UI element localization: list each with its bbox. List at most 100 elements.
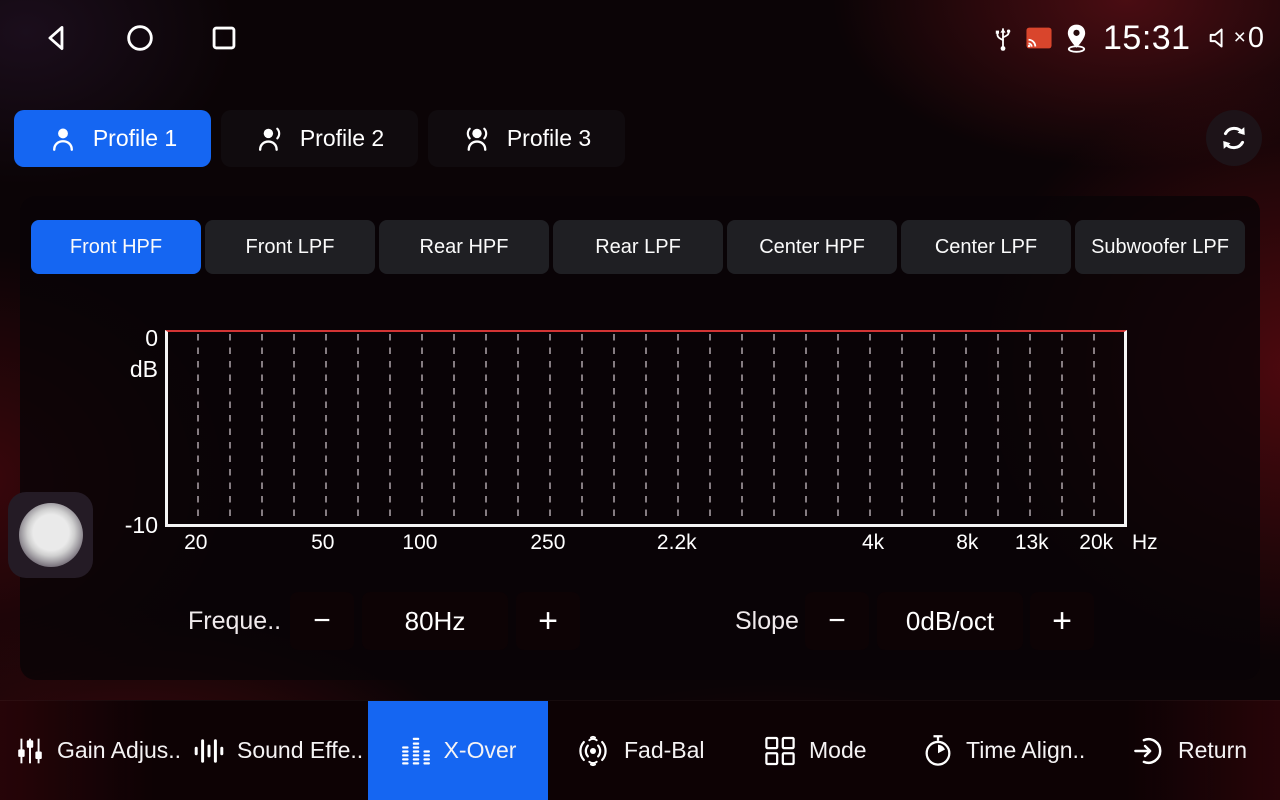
stopwatch-icon: [922, 734, 954, 768]
filter-tab-subwoofer-lpf[interactable]: Subwoofer LPF: [1075, 220, 1245, 274]
equalizer-icon: [400, 735, 432, 767]
profile-tab-1[interactable]: Profile 1: [14, 110, 211, 167]
nav-item-label: Mode: [809, 737, 867, 763]
filter-tab-center-hpf[interactable]: Center HPF: [727, 220, 897, 274]
gridline: [965, 334, 967, 521]
gridline: [901, 334, 903, 521]
nav-item-label: Fad-Bal: [624, 737, 705, 763]
location-icon: [1063, 23, 1090, 53]
gridline: [837, 334, 839, 521]
nav-item-gain-adjus[interactable]: Gain Adjus..: [15, 701, 181, 800]
clock: 15:31: [1103, 18, 1191, 57]
gridline: [517, 334, 519, 521]
filter-tab-front-lpf[interactable]: Front LPF: [205, 220, 375, 274]
gridline: [1061, 334, 1063, 521]
chart-plot: [165, 330, 1127, 527]
nav-item-label: X-Over: [443, 737, 517, 763]
gridline: [293, 334, 295, 521]
gridline: [613, 334, 615, 521]
profile-tab-3[interactable]: Profile 3: [428, 110, 625, 167]
cast-icon: [1024, 26, 1054, 50]
gain-sliders-icon: [15, 736, 45, 766]
gridline: [677, 334, 679, 521]
filter-tab-center-lpf[interactable]: Center LPF: [901, 220, 1071, 274]
gridline: [325, 334, 327, 521]
gridline: [1029, 334, 1031, 521]
y-axis-unit-label: dB: [129, 356, 158, 382]
refresh-button[interactable]: [1206, 110, 1262, 166]
nav-item-return[interactable]: Return: [1132, 701, 1247, 800]
gridline: [549, 334, 551, 521]
knob-frame: [8, 492, 93, 578]
profile-tab-2[interactable]: Profile 2: [221, 110, 418, 167]
refresh-icon: [1219, 123, 1249, 153]
volume-level: 0: [1247, 21, 1264, 54]
person-wave-icon: [255, 124, 285, 154]
sound-effect-icon: [193, 736, 225, 766]
gridline: [933, 334, 935, 521]
gridline: [421, 334, 423, 521]
profile-row: Profile 1 Profile 2 Profile 3: [14, 110, 625, 167]
gridline: [741, 334, 743, 521]
y-axis-max-label: 0: [145, 325, 158, 351]
gridline: [645, 334, 647, 521]
gridline: [197, 334, 199, 521]
gridline: [229, 334, 231, 521]
frequency-label: Freque..: [188, 607, 282, 635]
back-icon[interactable]: [40, 21, 74, 55]
nav-item-sound-effe[interactable]: Sound Effe..: [193, 701, 363, 800]
gridline: [805, 334, 807, 521]
gridline: [869, 334, 871, 521]
profile-tab-label: Profile 2: [299, 125, 385, 151]
volume-mute-mark: ×: [1233, 26, 1246, 49]
bottom-nav: Gain Adjus.. Sound Effe.. X-Over Fad-Bal Mod…: [0, 700, 1280, 800]
status-bar: 15:31 × 0: [0, 0, 1280, 76]
x-tick-label: 20: [184, 531, 208, 554]
nav-item-label: Return: [1178, 737, 1248, 763]
usb-icon: [991, 23, 1015, 53]
frequency-increase-button[interactable]: +: [516, 592, 580, 650]
y-axis-min-label: -10: [124, 512, 158, 538]
person-waves-icon: [462, 124, 492, 154]
slope-increase-button[interactable]: +: [1030, 592, 1094, 650]
x-tick-label: 4k: [861, 531, 885, 554]
gridline: [453, 334, 455, 521]
home-icon[interactable]: [123, 21, 157, 55]
nav-item-mode[interactable]: Mode: [763, 701, 867, 800]
nav-item-label: Gain Adjus..: [57, 737, 182, 763]
frequency-value: 80Hz: [362, 592, 508, 650]
x-tick-label: 250: [530, 531, 566, 554]
gridline: [357, 334, 359, 521]
x-tick-label: 20k: [1079, 531, 1114, 554]
x-tick-label: 13k: [1014, 531, 1049, 554]
gridline: [485, 334, 487, 521]
slope-label: Slope: [735, 607, 799, 635]
person-icon: [48, 124, 78, 154]
x-tick-label: 2.2k: [656, 531, 697, 554]
volume-status: × 0: [1206, 22, 1264, 55]
filter-tab-front-hpf[interactable]: Front HPF: [31, 220, 201, 274]
nav-item-label: Time Align..: [966, 737, 1086, 763]
nav-item-time-align[interactable]: Time Align..: [922, 701, 1085, 800]
slope-decrease-button[interactable]: −: [805, 592, 869, 650]
nav-item-x-over[interactable]: X-Over: [368, 701, 548, 800]
x-tick-label: 50: [311, 531, 335, 554]
gridline: [261, 334, 263, 521]
gridline: [773, 334, 775, 521]
frequency-decrease-button[interactable]: −: [290, 592, 354, 650]
gridline: [1093, 334, 1095, 521]
profile-tab-label: Profile 3: [506, 125, 592, 151]
filter-tab-rear-lpf[interactable]: Rear LPF: [553, 220, 723, 274]
slope-value: 0dB/oct: [877, 592, 1023, 650]
recents-icon[interactable]: [207, 21, 241, 55]
profile-tab-label: Profile 1: [92, 125, 178, 151]
x-tick-label: 100: [402, 531, 438, 554]
mode-grid-icon: [763, 734, 797, 768]
nav-item-label: Sound Effe..: [237, 737, 364, 763]
gridline: [709, 334, 711, 521]
fader-balance-icon: [574, 735, 612, 767]
volume-knob[interactable]: [18, 503, 83, 567]
nav-item-fad-bal[interactable]: Fad-Bal: [574, 701, 705, 800]
x-axis-labels: 20 50 100 250 2.2k 4k 8k 13k 20k: [165, 531, 1127, 561]
filter-tab-rear-hpf[interactable]: Rear HPF: [379, 220, 549, 274]
